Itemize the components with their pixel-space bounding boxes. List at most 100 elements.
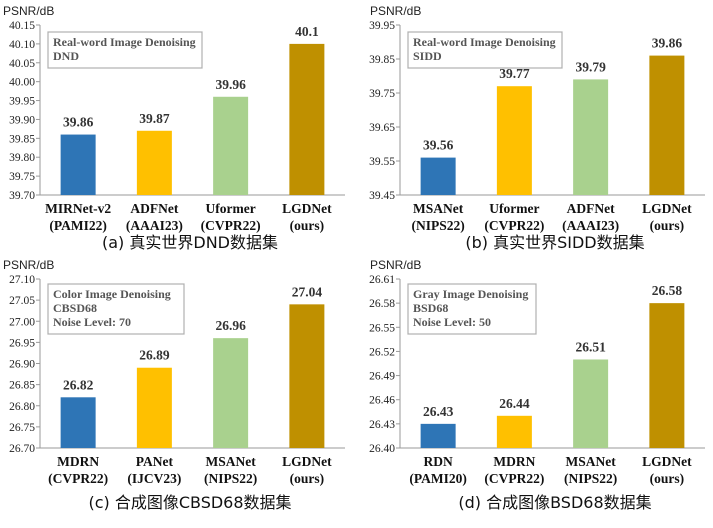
data-label: 26.96 — [215, 318, 246, 333]
bar — [573, 79, 609, 195]
y-tick-label: 27.05 — [9, 295, 35, 307]
x-tick-label: MIRNet-v2 — [45, 201, 111, 216]
y-tick-label: 39.45 — [369, 190, 395, 202]
data-label: 39.77 — [499, 66, 530, 81]
y-axis-label: PSNR/dB — [370, 258, 421, 272]
y-tick-label: 26.90 — [9, 359, 35, 371]
x-tick-label: ADFNet — [567, 201, 615, 216]
bar — [496, 415, 532, 448]
y-tick-label: 39.95 — [9, 96, 35, 108]
data-label: 40.1 — [295, 24, 319, 39]
x-tick-label: LGDNet — [282, 454, 332, 469]
x-tick-label: (NIPS22) — [564, 471, 617, 486]
x-tick-label: MDRN — [493, 454, 535, 469]
annotation-text: Noise Level: 70 — [53, 315, 131, 329]
x-tick-label: (NIPS22) — [204, 471, 257, 486]
y-tick-label: 26.61 — [369, 274, 395, 286]
annotation-text: CBSD68 — [53, 301, 97, 315]
x-tick-label: (AAAI23) — [126, 218, 183, 233]
y-tick-label: 27.10 — [9, 274, 35, 286]
data-label: 39.96 — [215, 77, 246, 92]
y-tick-label: 27.00 — [9, 316, 35, 328]
panel-caption: (c) 合成图像CBSD68数据集 — [88, 493, 291, 512]
y-tick-label: 26.55 — [369, 322, 395, 334]
y-tick-label: 39.75 — [9, 171, 35, 183]
y-tick-label: 26.49 — [369, 371, 395, 383]
x-tick-label: (NIPS22) — [412, 218, 465, 233]
chart-panel-1: PSNR/dB 39.45 39.55 39.65 39.75 39.85 39.95 39.… — [369, 4, 705, 252]
data-label: 39.86 — [652, 36, 683, 51]
x-tick-label: (ours) — [650, 218, 685, 233]
x-tick-label: (IJCV23) — [127, 471, 181, 486]
y-tick-label: 39.90 — [9, 114, 35, 126]
annotation-box — [407, 31, 563, 69]
x-tick-label: (CVPR22) — [484, 218, 544, 233]
x-tick-label: (AAAI23) — [562, 218, 619, 233]
x-tick-label: (PAMI20) — [409, 471, 466, 486]
annotation-text: SIDD — [413, 49, 442, 63]
annotation-box — [47, 283, 185, 335]
data-label: 39.56 — [423, 138, 454, 153]
y-tick-label: 39.85 — [369, 54, 395, 66]
bar — [213, 338, 249, 448]
bar — [60, 134, 96, 195]
y-tick-label: 26.52 — [369, 346, 395, 358]
annotation-box — [407, 283, 537, 335]
y-tick-label: 26.58 — [369, 298, 395, 310]
x-tick-label: PANet — [136, 454, 174, 469]
x-tick-label: MSANet — [566, 454, 617, 469]
annotation-text: Real-word Image Denoising — [53, 35, 196, 49]
x-tick-label: LGDNet — [282, 201, 332, 216]
x-tick-label: MSANet — [413, 201, 464, 216]
y-tick-label: 26.75 — [9, 422, 35, 434]
annotation-text: BSD68 — [413, 301, 448, 315]
bar — [420, 157, 456, 195]
bar — [573, 359, 609, 448]
data-label: 26.51 — [575, 339, 606, 354]
panel-caption: (a) 真实世界DND数据集 — [102, 233, 278, 252]
data-label: 26.44 — [499, 396, 530, 411]
y-tick-label: 40.10 — [9, 39, 35, 51]
y-tick-label: 39.80 — [9, 152, 35, 164]
data-label: 26.82 — [63, 377, 94, 392]
annotation-text: Real-word Image Denoising — [413, 35, 556, 49]
x-tick-label: ADFNet — [130, 201, 178, 216]
y-tick-label: 39.95 — [369, 20, 395, 32]
y-tick-label: 26.40 — [369, 443, 395, 455]
y-tick-label: 26.85 — [9, 380, 35, 392]
x-tick-label: (ours) — [650, 471, 685, 486]
data-label: 27.04 — [292, 284, 323, 299]
annotation-box — [47, 31, 203, 69]
chart-panel-0: PSNR/dB 39.70 39.75 39.80 39.85 39.90 39.95 40.… — [3, 4, 345, 252]
x-tick-label: Uformer — [489, 201, 539, 216]
bar — [60, 397, 96, 448]
y-tick-label: 40.05 — [9, 58, 35, 70]
data-label: 26.58 — [652, 283, 683, 298]
y-tick-label: 39.65 — [369, 122, 395, 134]
y-axis-label: PSNR/dB — [3, 4, 54, 18]
bar — [136, 367, 172, 448]
x-tick-label: (CVPR22) — [48, 471, 108, 486]
annotation-text: DND — [53, 49, 79, 63]
y-axis-label: PSNR/dB — [3, 258, 54, 272]
bar — [213, 96, 249, 195]
bar — [649, 55, 685, 195]
data-label: 39.87 — [139, 111, 170, 126]
bar — [289, 304, 325, 448]
bar — [420, 423, 456, 448]
bar — [136, 130, 172, 195]
annotation-text: Color Image Denoising — [53, 287, 171, 301]
x-tick-label: (ours) — [290, 218, 325, 233]
y-tick-label: 39.85 — [9, 133, 35, 145]
x-tick-label: (CVPR22) — [484, 471, 544, 486]
x-tick-label: RDN — [424, 454, 453, 469]
y-tick-label: 26.46 — [369, 395, 395, 407]
panel-caption: (b) 真实世界SIDD数据集 — [465, 233, 644, 252]
annotation-text: Noise Level: 50 — [413, 315, 491, 329]
bar — [289, 43, 325, 196]
x-tick-label: (CVPR22) — [201, 218, 261, 233]
x-tick-label: (ours) — [290, 471, 325, 486]
data-label: 39.79 — [575, 59, 606, 74]
chart-panel-2: PSNR/dB 26.70 26.75 26.80 26.85 26.90 26.95 27.… — [3, 258, 345, 512]
